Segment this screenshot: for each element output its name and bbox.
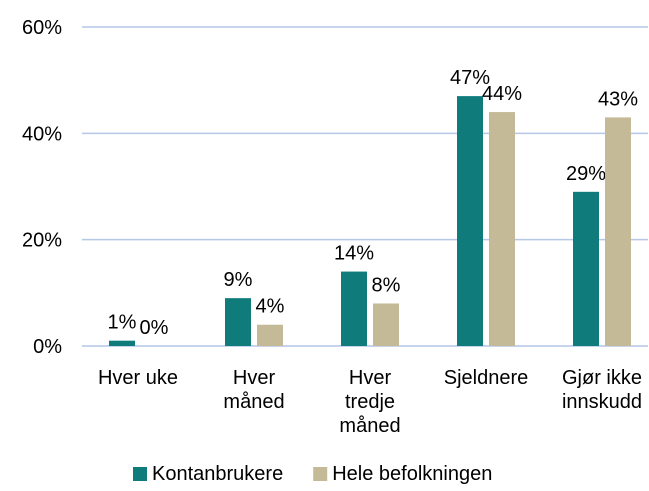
x-tick-line: måned [223,391,284,413]
bar [373,303,399,346]
x-tick-line: innskudd [562,391,642,413]
x-tick-label: Hver uke [98,367,178,389]
data-label: 0% [140,317,169,339]
data-label: 4% [256,296,285,318]
bar [109,340,135,346]
x-tick-label: Sjeldnere [444,367,529,389]
x-tick-line: Gjør ikke [562,367,642,389]
x-tick-label: Hver tredje måned [339,367,400,437]
legend-label: Hele befolkningen [332,463,492,485]
data-label: 14% [334,243,374,265]
bar [225,298,251,346]
x-tick-line: tredje [345,391,395,413]
x-tick-line: Hver uke [98,367,178,389]
bar [573,191,599,346]
x-tick-line: Hver [349,367,392,389]
bar [341,271,367,346]
data-label: 43% [598,88,638,110]
x-tick-label: Hver måned [223,367,284,413]
data-label: 47% [450,67,490,89]
y-tick-label: 40% [22,123,62,145]
legend-label: Kontanbrukere [152,463,283,485]
y-tick-label: 60% [22,17,62,39]
x-tick-line: Sjeldnere [444,367,529,389]
data-label: 1% [108,312,137,334]
data-label: 8% [372,274,401,296]
data-label: 9% [224,269,253,291]
y-tick-label: 20% [22,230,62,252]
data-label: 29% [566,163,606,185]
x-tick-label: Gjør ikke innskudd [562,367,642,413]
bar [489,112,515,346]
bar [457,96,483,346]
legend-swatch [313,467,328,481]
x-tick-line: Hver [233,367,276,389]
x-tick-line: måned [339,415,400,437]
y-tick-label: 0% [33,336,62,358]
bar [605,117,631,346]
bar [257,324,283,346]
legend-swatch [133,467,147,481]
data-label: 44% [482,83,522,105]
